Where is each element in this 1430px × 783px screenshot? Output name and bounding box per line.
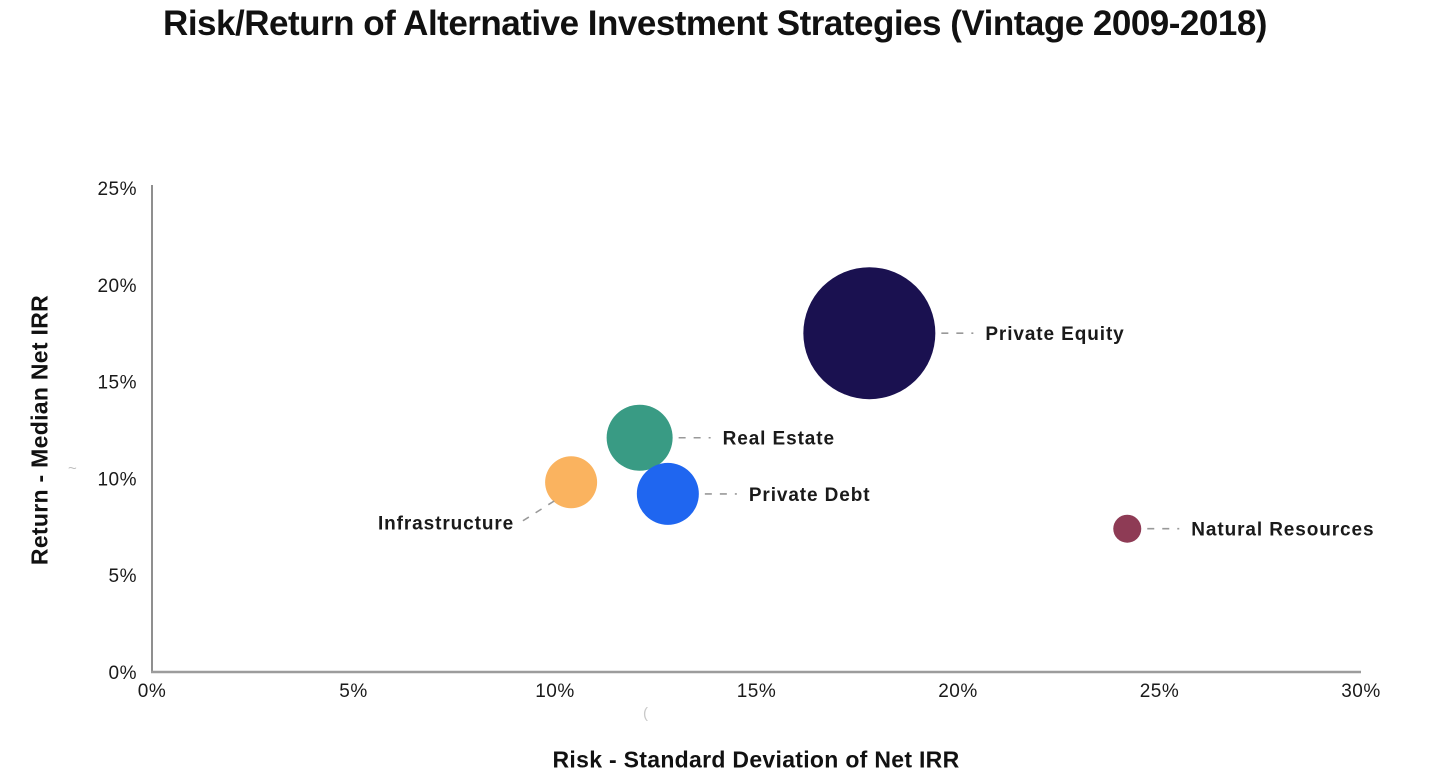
y-tick-label-10%: 10% — [97, 469, 137, 490]
y-tick-label-0%: 0% — [109, 663, 137, 684]
bubble-private-debt — [636, 462, 699, 525]
y-tick-label-20%: 20% — [97, 276, 137, 297]
x-tick-label-30%: 30% — [1341, 681, 1381, 702]
x-tick-label-15%: 15% — [737, 681, 777, 702]
x-tick-label-10%: 10% — [535, 681, 575, 702]
x-tick-label-0%: 0% — [138, 681, 166, 702]
bubble-real-estate — [606, 404, 673, 471]
stray-tilde-mark: ~ — [68, 460, 77, 477]
bubble-label-private-debt: Private Debt — [749, 485, 871, 506]
bubble-infrastructure — [545, 456, 598, 509]
bubble-label-private-equity: Private Equity — [985, 324, 1124, 345]
bubble-natural-resources — [1113, 514, 1142, 543]
y-tick-label-15%: 15% — [97, 373, 137, 394]
chart-title: Risk/Return of Alternative Investment St… — [163, 4, 1267, 43]
bubble-label-infrastructure: Infrastructure — [378, 513, 514, 534]
bubble-private-equity — [803, 267, 936, 400]
x-tick-label-20%: 20% — [938, 681, 978, 702]
bubble-label-natural-resources: Natural Resources — [1191, 520, 1374, 541]
stray-paren-mark: ( — [643, 705, 648, 722]
x-tick-label-5%: 5% — [339, 681, 367, 702]
x-tick-label-25%: 25% — [1140, 681, 1180, 702]
leader-line-infrastructure — [521, 500, 555, 522]
y-tick-label-25%: 25% — [97, 179, 137, 200]
x-axis-title: Risk - Standard Deviation of Net IRR — [552, 746, 960, 773]
y-tick-label-5%: 5% — [109, 566, 137, 587]
bubble-label-real-estate: Real Estate — [723, 429, 835, 450]
